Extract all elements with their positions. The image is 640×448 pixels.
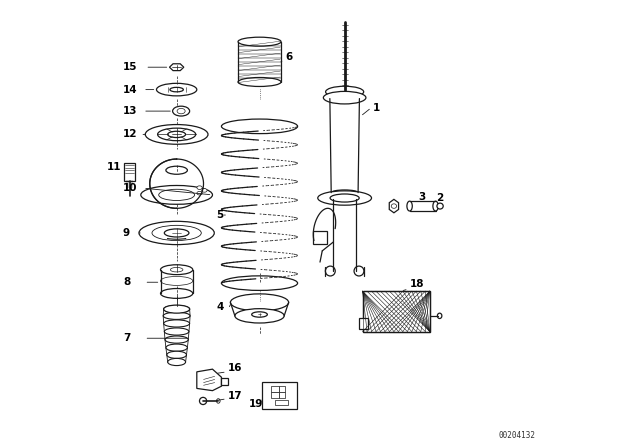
Ellipse shape — [166, 166, 188, 174]
Ellipse shape — [197, 186, 202, 190]
Text: 7: 7 — [123, 333, 131, 343]
Ellipse shape — [164, 320, 189, 327]
Ellipse shape — [354, 266, 364, 276]
Ellipse shape — [202, 189, 207, 192]
Text: 1: 1 — [373, 103, 380, 112]
Polygon shape — [389, 199, 399, 213]
Ellipse shape — [161, 276, 193, 285]
Ellipse shape — [238, 78, 281, 86]
Text: 15: 15 — [123, 62, 138, 72]
FancyBboxPatch shape — [363, 291, 430, 332]
Text: 17: 17 — [228, 391, 243, 401]
Ellipse shape — [221, 276, 298, 290]
Text: 18: 18 — [410, 280, 424, 289]
Ellipse shape — [230, 294, 289, 311]
FancyBboxPatch shape — [271, 386, 279, 392]
Ellipse shape — [177, 108, 185, 114]
Ellipse shape — [164, 229, 189, 237]
FancyBboxPatch shape — [275, 400, 288, 405]
Text: 00204132: 00204132 — [498, 431, 535, 440]
Ellipse shape — [139, 221, 214, 245]
Text: 16: 16 — [228, 363, 243, 373]
Ellipse shape — [167, 351, 186, 358]
Ellipse shape — [164, 306, 189, 313]
FancyBboxPatch shape — [279, 392, 285, 398]
Text: 6: 6 — [285, 52, 292, 62]
Ellipse shape — [166, 344, 188, 351]
Ellipse shape — [407, 201, 412, 211]
FancyBboxPatch shape — [314, 231, 326, 244]
Ellipse shape — [168, 131, 186, 138]
Ellipse shape — [323, 91, 366, 104]
Ellipse shape — [173, 106, 189, 116]
Ellipse shape — [161, 265, 193, 275]
Ellipse shape — [200, 397, 207, 405]
Ellipse shape — [141, 185, 212, 204]
Text: 9: 9 — [123, 228, 130, 238]
Ellipse shape — [165, 336, 188, 343]
Ellipse shape — [163, 312, 190, 319]
Ellipse shape — [170, 267, 183, 272]
Ellipse shape — [197, 191, 202, 195]
Polygon shape — [170, 64, 184, 71]
Ellipse shape — [325, 266, 335, 276]
Text: 5: 5 — [216, 210, 223, 220]
Polygon shape — [196, 369, 221, 391]
FancyBboxPatch shape — [221, 378, 228, 385]
FancyBboxPatch shape — [124, 163, 135, 181]
Ellipse shape — [326, 86, 364, 97]
Text: 10: 10 — [123, 183, 138, 193]
Ellipse shape — [330, 194, 359, 202]
Ellipse shape — [221, 119, 298, 134]
Text: 19: 19 — [248, 399, 262, 409]
Ellipse shape — [433, 201, 438, 211]
Ellipse shape — [437, 313, 442, 319]
Ellipse shape — [156, 83, 197, 96]
Text: 8: 8 — [123, 277, 130, 287]
FancyBboxPatch shape — [279, 386, 285, 392]
FancyBboxPatch shape — [271, 392, 279, 398]
Ellipse shape — [152, 225, 201, 241]
Ellipse shape — [391, 204, 397, 208]
Text: 12: 12 — [123, 129, 138, 139]
Ellipse shape — [159, 189, 195, 201]
Ellipse shape — [332, 190, 358, 195]
Text: 13: 13 — [123, 106, 138, 116]
Text: 3: 3 — [419, 192, 426, 202]
Ellipse shape — [164, 328, 189, 335]
Ellipse shape — [252, 312, 268, 317]
Ellipse shape — [170, 87, 183, 92]
Text: 2: 2 — [436, 193, 444, 203]
Ellipse shape — [238, 37, 281, 46]
Ellipse shape — [235, 309, 284, 323]
Ellipse shape — [161, 289, 193, 298]
Ellipse shape — [168, 358, 186, 366]
Ellipse shape — [145, 125, 208, 144]
FancyBboxPatch shape — [262, 382, 297, 409]
Ellipse shape — [157, 128, 196, 141]
Text: 14: 14 — [123, 85, 138, 95]
Ellipse shape — [437, 203, 444, 209]
Text: 4: 4 — [216, 302, 223, 312]
FancyBboxPatch shape — [359, 318, 368, 329]
Ellipse shape — [216, 399, 220, 403]
Ellipse shape — [317, 191, 371, 205]
Ellipse shape — [164, 305, 189, 313]
Text: 11: 11 — [107, 162, 122, 172]
